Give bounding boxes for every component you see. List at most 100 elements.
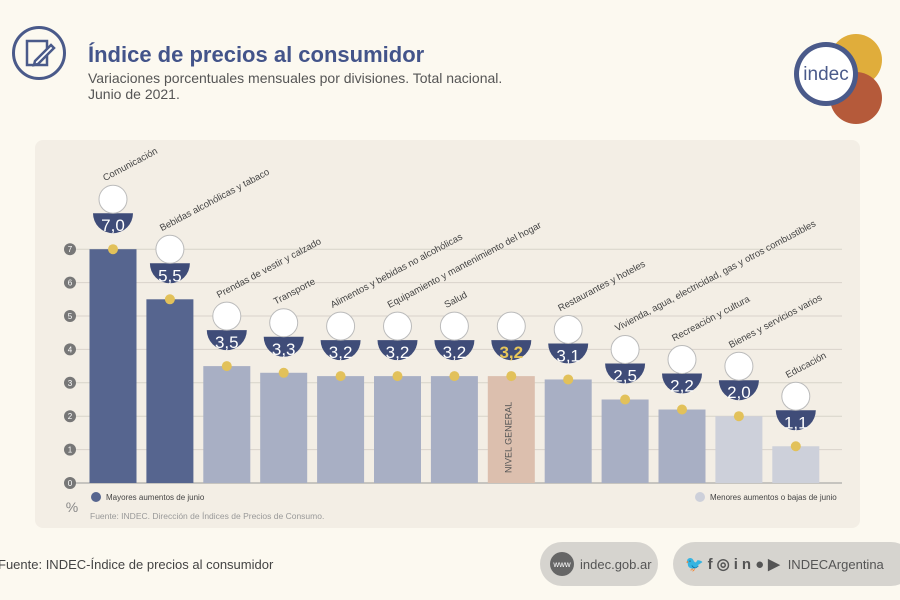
category-icon: [155, 234, 185, 264]
date-text: Junio de 2021.: [88, 86, 180, 102]
bar: [487, 376, 535, 483]
category-icon: [326, 311, 356, 341]
category-label: Transporte: [272, 276, 317, 307]
value-badge: [548, 343, 589, 364]
value-badge: [491, 340, 532, 361]
bar: [658, 409, 706, 483]
bar: [430, 376, 478, 483]
page-title: Índice de precios al consumidor: [88, 42, 425, 67]
bar-dot: [164, 294, 175, 305]
y-tick-label: 5: [68, 312, 73, 321]
y-tick-marker: [64, 410, 76, 423]
bar-dot: [677, 404, 687, 415]
bar-dot: [278, 367, 289, 378]
category-icon: [781, 381, 811, 411]
value-badge: [377, 340, 418, 361]
y-axis-label: %: [66, 499, 78, 515]
y-tick-label: 6: [68, 279, 73, 288]
bar: [260, 372, 308, 483]
bar: [374, 376, 421, 483]
y-tick-label: 0: [68, 479, 73, 488]
value-label: 3,5: [215, 333, 239, 352]
y-tick-marker: [64, 343, 76, 356]
value-label: 2,2: [670, 377, 694, 396]
bar: [317, 376, 365, 483]
value-label: 3,2: [443, 343, 467, 362]
social-icons: 🐦f◎in●▶: [685, 556, 784, 573]
value-badge: [662, 373, 702, 394]
bar: [89, 249, 137, 483]
website-text: indec.gob.ar: [580, 556, 652, 572]
y-tick-marker: [64, 243, 76, 256]
value-label: 3,2: [329, 343, 353, 362]
value-label: 2,5: [613, 367, 637, 386]
document-pencil-icon: [12, 26, 66, 80]
bar-dot: [790, 441, 801, 452]
y-tick-label: 4: [68, 345, 73, 354]
category-icon: [98, 184, 128, 214]
y-tick-label: 2: [68, 412, 73, 421]
website-link[interactable]: www indec.gob.ar: [540, 542, 658, 586]
category-icon: [724, 351, 754, 381]
y-tick-label: 7: [68, 245, 73, 254]
value-badge: [605, 363, 646, 384]
legend-low-swatch: [695, 492, 705, 502]
y-tick-marker: [64, 443, 76, 456]
legend-high-label: Mayores aumentos de junio: [106, 493, 205, 502]
bar: [203, 366, 251, 483]
value-label: 1,1: [784, 413, 808, 432]
category-icon: [439, 311, 469, 341]
y-tick-marker: [64, 477, 76, 489]
value-badge: [434, 340, 475, 361]
value-badge: [149, 263, 190, 284]
value-label: 3,3: [272, 340, 296, 359]
svg-text:indec: indec: [803, 64, 848, 85]
bar-dot: [392, 371, 403, 382]
bar-dot: [221, 361, 232, 372]
bar-dot: [620, 394, 631, 405]
legend-high-swatch: [91, 492, 101, 502]
value-label: 5,5: [158, 266, 182, 285]
bar: [772, 446, 820, 483]
value-label: 2,0: [727, 383, 751, 402]
chart-source: Fuente: INDEC. Dirección de Índices de P…: [90, 511, 324, 521]
y-tick-label: 3: [68, 379, 73, 388]
bar: [601, 399, 649, 483]
category-label: Educación: [784, 350, 828, 381]
category-label: Restaurantes y hoteles: [556, 259, 647, 314]
value-badge: [320, 340, 361, 361]
bar-inner-label: NIVEL GENERAL: [503, 402, 513, 473]
bar: [715, 416, 763, 483]
bar-dot: [449, 371, 460, 382]
bar-dot: [563, 374, 574, 385]
category-icon: [610, 335, 640, 364]
category-icon: [269, 308, 299, 338]
subtitle-text: Variaciones porcentuales mensuales por d…: [88, 70, 503, 86]
category-icon: [496, 311, 526, 341]
value-badge: [93, 213, 133, 234]
value-label: 3,2: [386, 343, 410, 362]
y-tick-label: 1: [68, 446, 73, 455]
bar-dot: [108, 244, 118, 255]
social-handle: INDECArgentina: [787, 556, 884, 572]
value-badge: [775, 410, 816, 431]
footer-source: Fuente: INDEC-Índice de precios al consu…: [0, 557, 274, 572]
value-badge: [263, 336, 304, 357]
bar: [544, 379, 592, 483]
y-tick-marker: [64, 310, 76, 322]
social-links[interactable]: 🐦f◎in●▶ INDECArgentina: [673, 542, 900, 586]
category-label: Salud: [443, 290, 470, 311]
value-label: 7,0: [101, 216, 125, 235]
bar-dot: [733, 411, 744, 422]
www-icon: www: [550, 552, 574, 576]
subtitle: Variaciones porcentuales mensuales por d…: [88, 70, 548, 102]
value-badge: [206, 330, 247, 351]
indec-logo: indec: [788, 30, 888, 125]
bar: [146, 299, 194, 483]
value-label: 3,1: [556, 346, 580, 365]
category-icon: [667, 345, 697, 375]
y-tick-marker: [64, 276, 76, 289]
bar-dot: [335, 371, 346, 382]
category-icon: [212, 301, 242, 331]
